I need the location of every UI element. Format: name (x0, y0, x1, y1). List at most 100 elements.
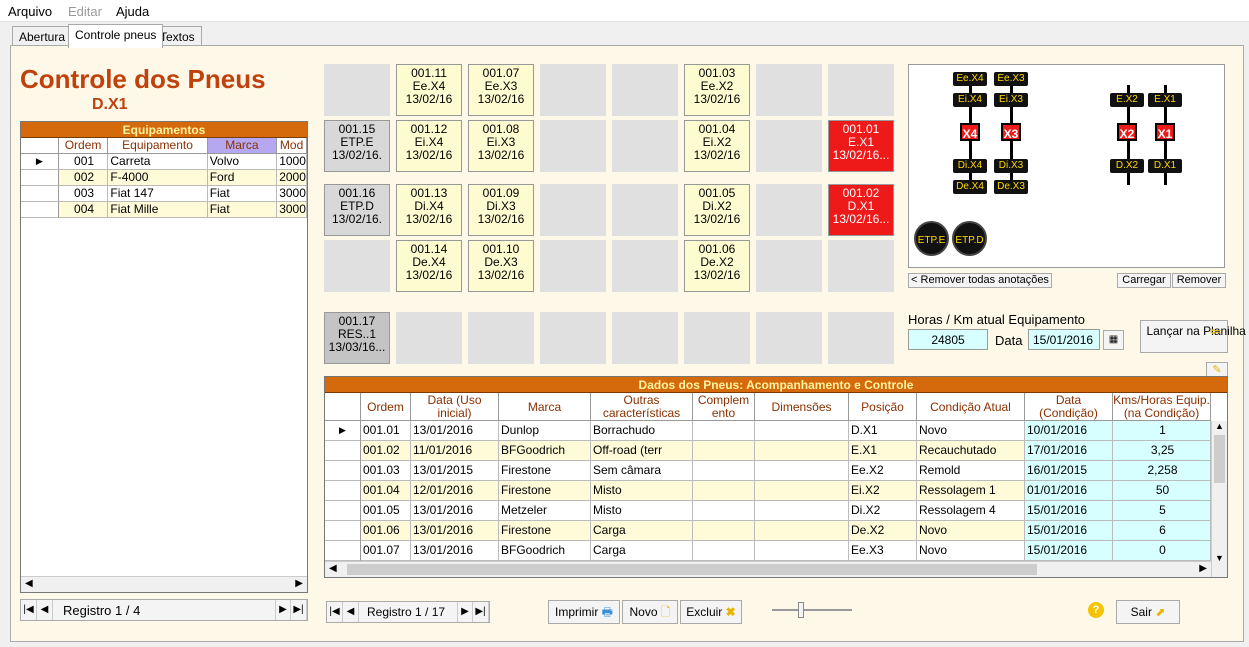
tire-icon-d-x2[interactable]: D.X2 (1110, 159, 1144, 173)
tire-slot[interactable]: 001.09 Di.X3 13/02/16 (468, 184, 534, 236)
tire-slot-empty[interactable] (828, 64, 894, 116)
table-row[interactable]: 001.02 11/01/2016 BFGoodrich Off-road (terr… (325, 441, 1227, 461)
tire-slot-reserve[interactable]: 001.17 RES..1 13/03/16... (324, 312, 390, 364)
tire-slot[interactable]: 001.04 Ei.X2 13/02/16 (684, 120, 750, 172)
col-mod[interactable]: Mod (277, 138, 307, 154)
equipment-grid[interactable]: Equipamentos Ordem Equipamento Marca Mod… (20, 121, 308, 593)
tire-slot[interactable]: 001.10 De.X3 13/02/16 (468, 240, 534, 292)
tire-slot-empty[interactable] (612, 64, 678, 116)
scroll-right-icon[interactable]: ▶ (295, 578, 303, 589)
tire-slot-empty[interactable] (396, 312, 462, 364)
exit-button[interactable]: Sair ⬈ (1116, 600, 1180, 624)
tire-slot-empty[interactable] (756, 240, 822, 292)
tire-slot-empty[interactable] (612, 184, 678, 236)
scroll-up-icon[interactable]: ▲ (1215, 421, 1224, 431)
tire-icon-ee-x3[interactable]: Ee.X3 (994, 72, 1028, 86)
prev-record-icon[interactable]: ◀ (37, 600, 53, 620)
menu-arquivo[interactable]: Arquivo (8, 4, 53, 19)
tire-icon-ei-x3[interactable]: Ei.X3 (994, 93, 1028, 107)
tire-slot-empty[interactable] (468, 312, 534, 364)
first-record-icon[interactable]: |◀ (327, 602, 343, 622)
spare-tire-icon-d[interactable]: ETP.D (952, 221, 987, 256)
tire-icon-di-x3[interactable]: Di.X3 (994, 159, 1028, 173)
col-ordem[interactable]: Ordem (58, 138, 109, 154)
delete-button[interactable]: Excluir ✖ (680, 600, 742, 624)
col-posicao[interactable]: Posição (849, 393, 917, 421)
tire-slot[interactable]: 001.03 Ee.X2 13/02/16 (684, 64, 750, 116)
col-dimensoes[interactable]: Dimensões (755, 393, 849, 421)
print-button[interactable]: Imprimir 🖶 (548, 600, 620, 624)
tab-abertura[interactable]: Abertura (12, 26, 73, 47)
prev-record-icon[interactable]: ◀ (343, 602, 359, 622)
tire-slot-selected[interactable]: 001.02 D.X1 13/02/16... (828, 184, 894, 236)
table-row[interactable]: ▶ 001 Carreta Volvo 1000 (21, 154, 307, 170)
table-row[interactable]: 001.05 13/01/2016 Metzeler Misto Di.X2 Ressol… (325, 501, 1227, 521)
next-record-icon[interactable]: ▶ (457, 602, 473, 622)
tire-icon-d-x1[interactable]: D.X1 (1148, 159, 1182, 173)
table-row[interactable]: 004 Fiat Mille Fiat 3000 (21, 202, 307, 218)
tire-icon-de-x3[interactable]: De.X3 (994, 180, 1028, 194)
tire-slot[interactable]: 001.07 Ee.X3 13/02/16 (468, 64, 534, 116)
tire-slot-empty[interactable] (612, 240, 678, 292)
first-record-icon[interactable]: |◀ (21, 600, 37, 620)
tire-slot-empty[interactable] (756, 120, 822, 172)
table-row[interactable]: 001.06 13/01/2016 Firestone Carga De.X2 Novo 1… (325, 521, 1227, 541)
load-button[interactable]: Carregar (1117, 273, 1171, 288)
horizontal-scrollbar[interactable]: ◀ ▶ (325, 561, 1211, 577)
remove-button[interactable]: Remover (1172, 273, 1226, 288)
col-outras[interactable]: Outras características (591, 393, 693, 421)
tires-data-grid[interactable]: Dados dos Pneus: Acompanhamento e Contro… (324, 376, 1228, 578)
tire-slot-empty[interactable] (828, 312, 894, 364)
tire-slot[interactable]: 001.15 ETP.E 13/02/16. (324, 120, 390, 172)
tire-slot-empty[interactable] (324, 240, 390, 292)
menu-ajuda[interactable]: Ajuda (116, 4, 150, 19)
tire-slot-empty[interactable] (540, 64, 606, 116)
tire-slot-selected[interactable]: 001.01 E.X1 13/02/16... (828, 120, 894, 172)
last-record-icon[interactable]: ▶| (291, 600, 307, 620)
vehicle-diagram[interactable]: Ee.X4 Ee.X3 Ei.X4 Ei.X3 E.X2 E.X1 X4 X3 … (908, 64, 1225, 268)
vertical-scrollbar[interactable]: ▲ ▼ (1211, 421, 1227, 577)
remove-all-notes-button[interactable]: < Remover todas anotações (908, 273, 1052, 288)
next-record-icon[interactable]: ▶ (275, 600, 291, 620)
col-marca[interactable]: Marca (207, 138, 278, 154)
table-row[interactable]: ▶ 001.01 13/01/2016 Dunlop Borrachudo D.X1 Nov… (325, 421, 1227, 441)
tire-icon-e-x2[interactable]: E.X2 (1110, 93, 1144, 107)
tire-slot-empty[interactable] (756, 64, 822, 116)
zoom-slider[interactable] (772, 609, 852, 611)
tire-slot-empty[interactable] (828, 240, 894, 292)
tire-icon-de-x4[interactable]: De.X4 (953, 180, 987, 194)
tire-icon-ee-x4[interactable]: Ee.X4 (953, 72, 987, 86)
tire-slot[interactable]: 001.12 Ei.X4 13/02/16 (396, 120, 462, 172)
post-to-sheet-button[interactable]: Lançar na Planilha ⇐ (1140, 320, 1246, 353)
zoom-slider-thumb[interactable] (798, 602, 804, 618)
horizontal-scrollbar[interactable]: ◀ ▶ (21, 576, 307, 592)
tire-slot-empty[interactable] (612, 312, 678, 364)
col-kms[interactable]: Kms/Horas Equip. (na Condição) (1113, 393, 1211, 421)
tire-icon-di-x4[interactable]: Di.X4 (953, 159, 987, 173)
scroll-down-icon[interactable]: ▼ (1215, 553, 1224, 563)
tire-slot-empty[interactable] (540, 120, 606, 172)
table-row[interactable]: 001.04 12/01/2016 Firestone Misto Ei.X2 Resso… (325, 481, 1227, 501)
tire-slot-empty[interactable] (756, 184, 822, 236)
tire-slot-empty[interactable] (756, 312, 822, 364)
tire-slot[interactable]: 001.11 Ee.X4 13/02/16 (396, 64, 462, 116)
tire-slot[interactable]: 001.13 Di.X4 13/02/16 (396, 184, 462, 236)
spare-tire-icon-e[interactable]: ETP.E (914, 221, 949, 256)
tire-icon-ei-x4[interactable]: Ei.X4 (953, 93, 987, 107)
tire-slot-empty[interactable] (324, 64, 390, 116)
hours-km-input[interactable]: 24805 (908, 329, 988, 350)
last-record-icon[interactable]: ▶| (473, 602, 489, 622)
col-ordem[interactable]: Ordem (361, 393, 411, 421)
date-input[interactable]: 15/01/2016 (1028, 329, 1100, 350)
col-equipamento[interactable]: Equipamento (108, 138, 208, 154)
tire-slot-empty[interactable] (540, 312, 606, 364)
tire-slot-empty[interactable] (540, 184, 606, 236)
help-icon[interactable]: ? (1088, 602, 1104, 618)
scroll-left-icon[interactable]: ◀ (25, 578, 33, 589)
tire-slot-empty[interactable] (612, 120, 678, 172)
menu-editar[interactable]: Editar (68, 4, 102, 19)
calendar-icon[interactable]: ▦ (1103, 330, 1124, 350)
tire-slot[interactable]: 001.06 De.X2 13/02/16 (684, 240, 750, 292)
tab-controle-pneus[interactable]: Controle pneus (68, 24, 164, 48)
col-condicao[interactable]: Condição Atual (917, 393, 1025, 421)
